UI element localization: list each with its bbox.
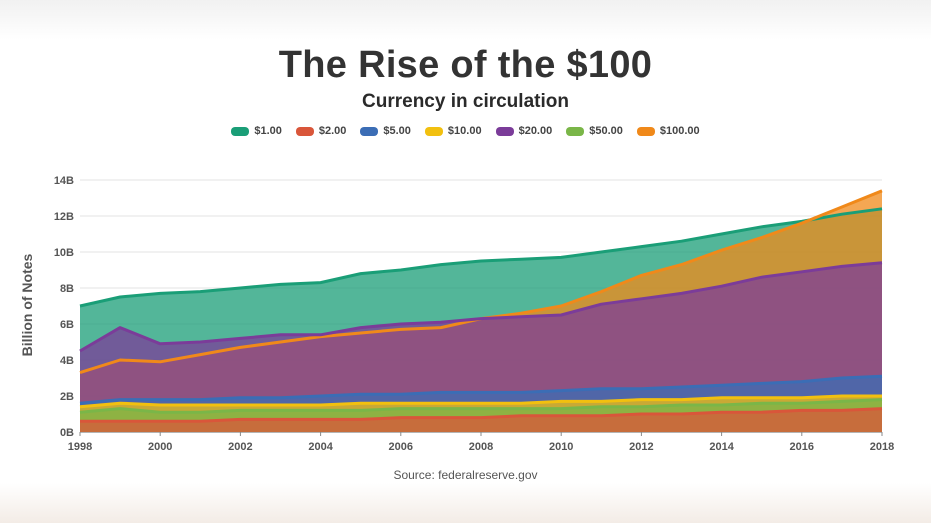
x-tick-label: 2006	[389, 441, 413, 453]
line-2-00	[80, 407, 883, 423]
legend-item-5-00: $5.00	[360, 125, 411, 137]
line-20-00	[79, 261, 883, 353]
line-50-00	[79, 398, 883, 414]
legend-label: $1.00	[254, 125, 282, 137]
x-tick-label: 2014	[709, 441, 734, 453]
legend-label: $20.00	[518, 125, 553, 137]
y-tick-label: 4B	[60, 355, 74, 367]
legend-item-100-00: $100.00	[636, 125, 700, 137]
x-tick-label: 2008	[469, 441, 493, 453]
legend-label: $5.00	[383, 125, 411, 137]
x-tick-label: 2016	[790, 441, 814, 453]
x-tick-label: 2004	[308, 441, 333, 453]
chart-title: The Rise of the $100	[278, 44, 653, 86]
background-band-top	[0, 0, 931, 40]
legend-swatch	[360, 126, 379, 136]
y-tick-label: 8B	[60, 283, 74, 295]
x-tick-label: 1998	[68, 441, 92, 453]
legend-item-10-00: $10.00	[424, 125, 482, 137]
legend-item-2-00: $2.00	[295, 125, 347, 137]
legend-swatch	[566, 126, 585, 136]
y-tick-label: 10B	[54, 247, 74, 259]
y-tick-label: 0B	[60, 427, 74, 439]
x-tick-label: 2018	[870, 441, 894, 453]
line-10-00	[79, 394, 882, 409]
legend-item-50-00: $50.00	[566, 125, 623, 137]
legend-item-1-00: $1.00	[231, 125, 282, 137]
y-tick-label: 14B	[54, 175, 74, 187]
x-tick-label: 2002	[228, 441, 252, 453]
legend-label: $10.00	[447, 125, 482, 137]
legend-swatch	[295, 126, 314, 136]
legend: $1.00 $2.00 $5.00 $10.00 $20.00 $50.00 $100.00	[0, 125, 931, 137]
legend-swatch	[231, 126, 250, 136]
source-note: Source: federalreserve.gov	[393, 468, 538, 482]
line-5-00	[79, 374, 883, 405]
y-tick-label: 12B	[54, 211, 74, 223]
y-tick-label: 6B	[60, 319, 74, 331]
legend-item-20-00: $20.00	[495, 125, 553, 137]
background-band-bottom	[0, 483, 931, 523]
legend-label: $100.00	[659, 125, 700, 137]
line-1-00	[79, 207, 883, 308]
legend-swatch	[424, 126, 443, 136]
legend-swatch	[636, 126, 655, 136]
x-tick-label: 2000	[148, 441, 172, 453]
legend-swatch	[495, 126, 514, 136]
legend-label: $2.00	[318, 125, 347, 137]
x-tick-label: 2010	[549, 441, 573, 453]
chart-subtitle: Currency in circulation	[362, 91, 569, 112]
y-tick-label: 2B	[60, 391, 74, 403]
x-tick-label: 2012	[629, 441, 653, 453]
legend-label: $50.00	[589, 125, 623, 137]
